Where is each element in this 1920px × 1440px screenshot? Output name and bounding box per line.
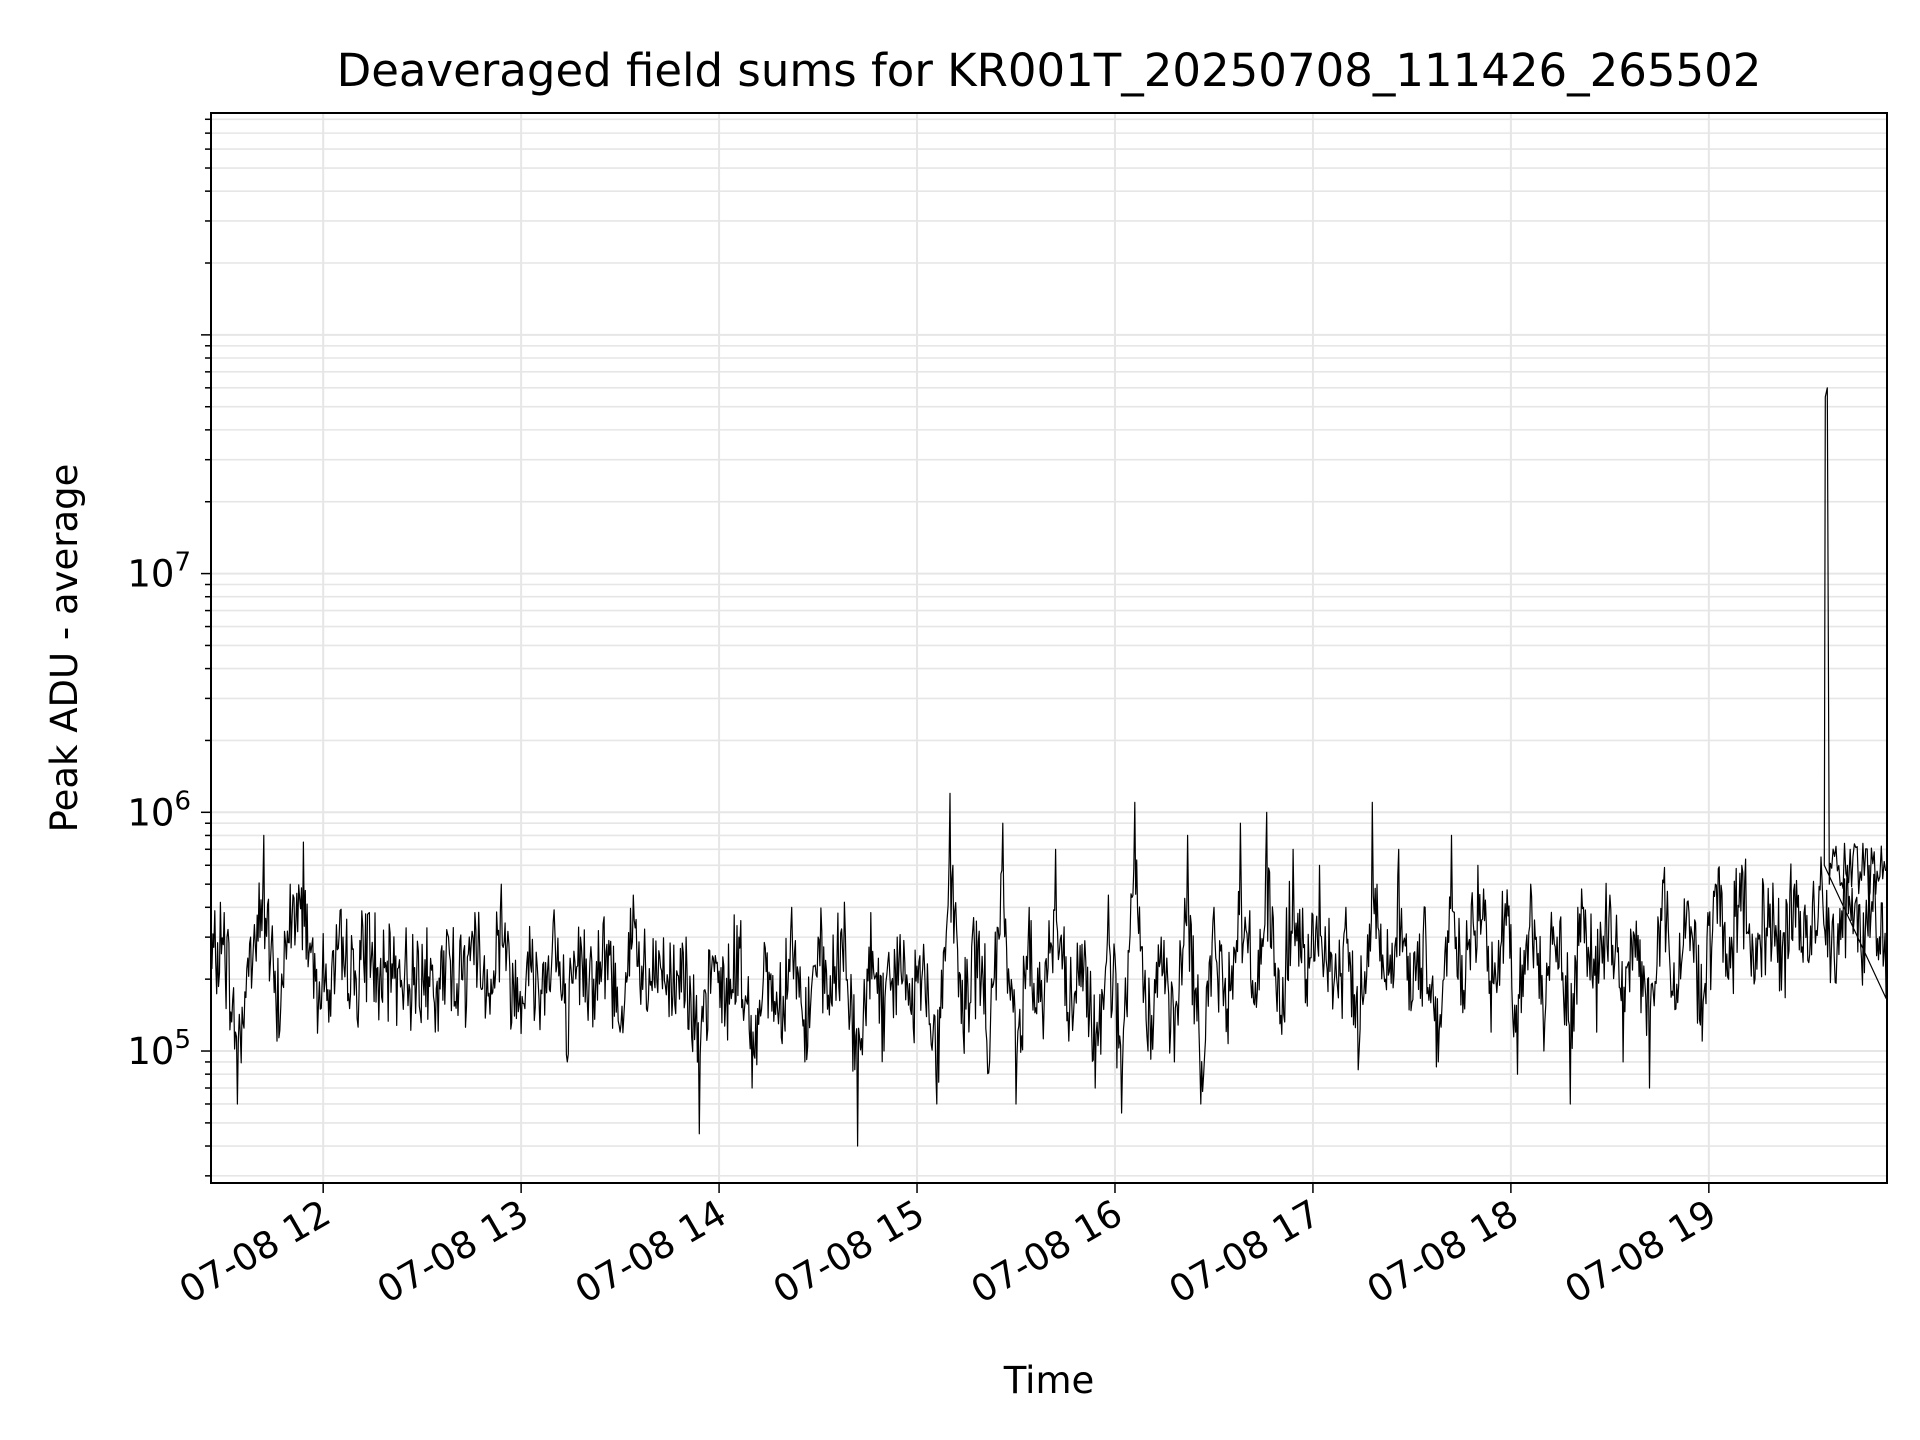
plot-area <box>210 387 1887 1147</box>
series-line <box>210 387 1887 1147</box>
y-tick-label: 106 <box>127 786 191 834</box>
y-axis-label: Peak ADU - average <box>43 464 86 833</box>
x-axis-label: Time <box>1003 1359 1095 1402</box>
y-tick-label: 105 <box>127 1025 191 1073</box>
y-tick-label: 107 <box>127 548 191 596</box>
y-axis-ticks: 105 106 107 <box>127 118 211 1177</box>
chart-title: Deaveraged field sums for KR001T_2025070… <box>337 44 1762 97</box>
axes-frame <box>210 112 1888 1184</box>
